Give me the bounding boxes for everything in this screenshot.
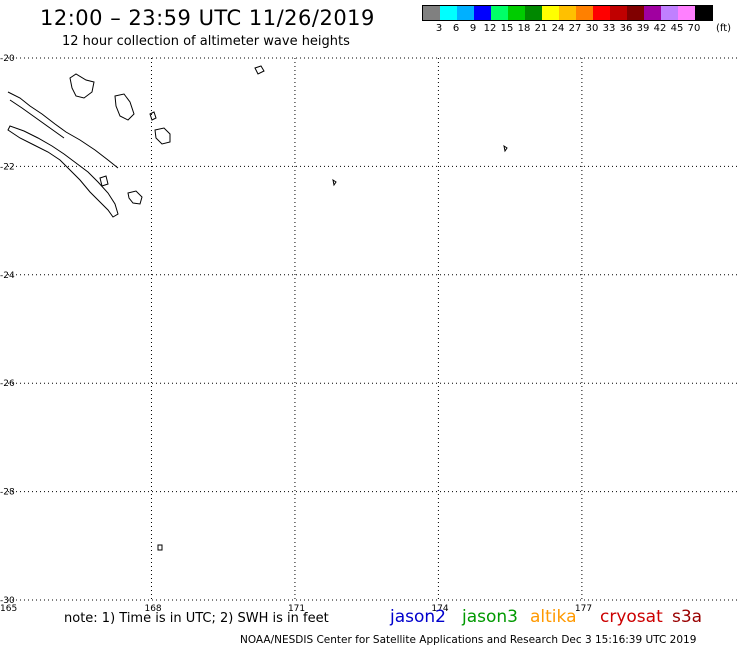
legend-swatch (610, 6, 627, 20)
satellite-label-altika: altika (530, 607, 577, 627)
coastline-vanuatu-3 (154, 127, 171, 145)
legend-swatch (474, 6, 491, 20)
map-grid (8, 57, 740, 601)
coastline-vanuatu-1 (69, 73, 95, 99)
satellite-label-s3a: s3a (672, 607, 703, 627)
longitude-label: 174 (431, 604, 448, 614)
legend-label: 33 (602, 23, 616, 34)
legend-swatch (525, 6, 542, 20)
coastline-vanuatu-2 (114, 93, 135, 121)
map-title: 12:00 – 23:59 UTC 11/26/2019 (40, 6, 375, 30)
legend-swatch (593, 6, 610, 20)
satellite-label-jason3: jason3 (462, 607, 518, 627)
satellite-label-cryosat: cryosat (600, 607, 663, 627)
legend-swatch (644, 6, 661, 20)
legend-label: 39 (636, 23, 650, 34)
coastline-reef-north (7, 91, 119, 169)
legend-label: 9 (469, 23, 477, 34)
latitude-label: -20 (0, 54, 15, 64)
legend-label: 36 (619, 23, 633, 34)
legend-swatch (559, 6, 576, 20)
legend-swatch (678, 6, 695, 20)
legend-swatch (440, 6, 457, 20)
note-text: note: 1) Time is in UTC; 2) SWH is in fe… (64, 611, 329, 626)
legend-label: 24 (551, 23, 565, 34)
coastline-vanuatu-4 (149, 111, 157, 121)
legend-swatch (661, 6, 678, 20)
coastline-isle-of-pines (127, 190, 143, 205)
legend-label: 30 (585, 23, 599, 34)
latitude-label: -26 (0, 379, 15, 389)
legend-label: 15 (500, 23, 514, 34)
legend-label: 27 (568, 23, 582, 34)
legend-label: 42 (653, 23, 667, 34)
legend-label: 70 (687, 23, 701, 34)
legend-swatch (576, 6, 593, 20)
coastlines (7, 65, 508, 551)
coastline-new-caledonia (7, 125, 119, 218)
map-subtitle: 12 hour collection of altimeter wave hei… (62, 34, 350, 49)
wave-height-legend: (ft) 3 6 9 12 15 18 21 24 27 30 33 36 39 42 45 70 (422, 5, 731, 35)
legend-label: 3 (435, 23, 443, 34)
coastline-islet-south (157, 544, 163, 551)
legend-swatch (423, 6, 440, 20)
satellite-label-jason2: jason2 (390, 607, 446, 627)
coastline-islet (99, 175, 109, 187)
longitude-label: 168 (144, 604, 161, 614)
legend-swatch (695, 6, 712, 20)
coastline-islet-mid (332, 178, 337, 187)
latitude-label: -24 (0, 271, 15, 281)
longitude-label: 177 (575, 604, 592, 614)
legend-label: 21 (534, 23, 548, 34)
legend-swatch (508, 6, 525, 20)
legend-swatch (542, 6, 559, 20)
latitude-label: -22 (0, 162, 15, 172)
legend-label: 45 (670, 23, 684, 34)
legend-label: 18 (517, 23, 531, 34)
legend-swatch (627, 6, 644, 20)
legend-swatch (457, 6, 474, 20)
legend-unit: (ft) (716, 23, 732, 34)
latitude-label: -28 (0, 488, 15, 498)
footer-credit: NOAA/NESDIS Center for Satellite Applica… (240, 634, 697, 646)
legend-color-bar (422, 5, 713, 21)
longitude-label: 165 (0, 604, 17, 614)
coastline-islet-north (254, 65, 265, 75)
coastline-islet-east (503, 144, 508, 153)
longitude-label: 171 (288, 604, 305, 614)
legend-labels: (ft) 3 6 9 12 15 18 21 24 27 30 33 36 39 42 45 70 (422, 21, 731, 35)
latitude-label: -30 (0, 596, 15, 606)
legend-label: 6 (452, 23, 460, 34)
legend-label: 12 (483, 23, 497, 34)
legend-swatch (491, 6, 508, 20)
